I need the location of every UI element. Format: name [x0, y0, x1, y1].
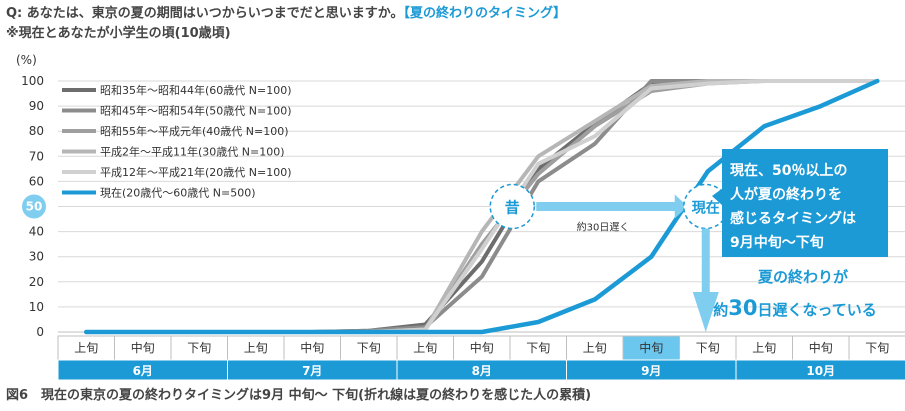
- x-sub-cell: [283, 335, 341, 361]
- legend-entry: 昭和45年～昭和54年(50歳代 N=100): [100, 104, 292, 118]
- down-arrow-shaft: [701, 228, 710, 292]
- delay-text-prefix: 約: [713, 301, 728, 319]
- legend-entry: 昭和35年～昭和44年(60歳代 N=100): [100, 83, 292, 97]
- legend-entry: 平成12年～平成21年(20歳代 N=100): [100, 165, 292, 179]
- delay-arrow-label: 約30日遅く: [577, 221, 630, 234]
- month-label: 8月: [472, 364, 492, 378]
- x-tick-label: 下旬: [357, 341, 381, 355]
- y-tick-label: 40: [29, 225, 44, 239]
- question-tag: 【夏の終わりのタイミング】: [403, 6, 567, 21]
- x-tick-label: 中旬: [470, 340, 494, 355]
- x-tick-label: 下旬: [526, 341, 550, 355]
- line-chart: 0 10 20 30 40 50 60 70 80 90 100 (%) 昭和35年～昭和44年(6…: [16, 53, 905, 381]
- x-sub-cell: [848, 335, 905, 361]
- y-tick-label: 50: [26, 200, 43, 214]
- y-tick-label: 30: [29, 250, 44, 264]
- note-line: ※現在とあなたが小学生の頃(10歳頃): [6, 26, 231, 41]
- question-text: Q: あなたは、東京の夏の期間はいつからいつまでだと思いますか。: [6, 6, 404, 21]
- x-sub-cell: [509, 335, 567, 361]
- legend-entry: 昭和55年～平成元年(40歳代 N=100): [100, 124, 289, 138]
- down-arrow-head: [692, 292, 719, 332]
- series-line: [84, 78, 880, 335]
- x-sub-cell: [340, 335, 398, 361]
- now-marker-label: 現在: [692, 200, 720, 217]
- delay-text-suffix: 日遅くなっている: [757, 301, 876, 319]
- y-tick-label: 60: [29, 174, 44, 188]
- x-axis: 上旬 中旬 下旬 上旬 中旬 下旬 上旬 中旬 下旬 上旬 中旬 下旬 上旬 中旬 下旬 6月 7月 8月 9月 10…: [57, 335, 905, 381]
- y-tick-label: 70: [29, 149, 44, 163]
- callout-text-line: 人が夏の終わりを: [730, 186, 842, 203]
- callout-pointer: [712, 188, 723, 206]
- y-tick-highlight: [22, 194, 46, 219]
- x-tick-label: 上旬: [74, 341, 98, 355]
- month-cell: [735, 359, 905, 381]
- month-label: 6月: [133, 364, 153, 378]
- x-tick-label: 中旬: [639, 340, 663, 355]
- series-lines: [84, 78, 880, 335]
- legend: 昭和35年～昭和44年(60歳代 N=100) 昭和45年～昭和54年(50歳代 …: [62, 83, 292, 200]
- delay-text-number: 30: [728, 296, 757, 320]
- x-sub-cell: [227, 335, 285, 361]
- y-axis: 0 10 20 30 40 50 60 70 80 90 100: [21, 74, 46, 339]
- x-tick-label: 下旬: [696, 341, 720, 355]
- delay-text-line1: 夏の終わりが: [757, 268, 849, 286]
- month-label: 7月: [302, 364, 322, 378]
- legend-entry: 現在(20歳代～60歳代 N=500): [100, 187, 256, 200]
- month-label: 9月: [641, 364, 661, 378]
- x-tick-label: 中旬: [809, 340, 833, 355]
- y-tick-label: 0: [36, 325, 44, 339]
- x-sub-cell: [114, 335, 172, 361]
- callout-box: [722, 149, 888, 257]
- past-marker-circle: [489, 183, 535, 230]
- legend-entry: 平成2年～平成11年(30歳代 N=100): [100, 145, 285, 159]
- callout-text-line: 現在、50％以上の: [730, 162, 847, 179]
- y-tick-label: 10: [29, 300, 44, 314]
- month-label: 10月: [806, 364, 835, 378]
- x-tick-label: 上旬: [413, 341, 437, 355]
- y-axis-label: (%): [16, 53, 37, 67]
- delay-arrow-head: [674, 194, 688, 219]
- past-marker-label: 昔: [505, 199, 520, 217]
- x-tick-label: 上旬: [752, 341, 776, 355]
- delay-text-line2: 約30日遅くなっている: [713, 296, 877, 320]
- y-tick-label: 20: [29, 275, 44, 289]
- y-tick-label: 90: [29, 99, 44, 113]
- callout-text-line: 感じるタイミングは: [730, 210, 856, 227]
- chart-header: Q: あなたは、東京の夏の期間はいつからいつまでだと思いますか。【夏の終わりのタ…: [6, 4, 566, 44]
- x-tick-label: 下旬: [187, 341, 211, 355]
- y-tick-label: 80: [29, 124, 44, 138]
- x-tick-label: 上旬: [244, 341, 268, 355]
- x-tick-label: 中旬: [131, 340, 155, 355]
- y-tick-label: 100: [21, 74, 44, 88]
- x-tick-label: 上旬: [583, 341, 607, 355]
- question-line: Q: あなたは、東京の夏の期間はいつからいつまでだと思いますか。【夏の終わりのタ…: [6, 4, 566, 24]
- x-sub-cell: [566, 335, 624, 361]
- callout-text-line: 9月中旬～下旬: [730, 234, 824, 251]
- x-tick-label: 下旬: [865, 341, 889, 355]
- figure-caption: 図6 現在の東京の夏の終わりタイミングは9月 中旬～ 下旬(折れ線は夏の終わりを…: [6, 388, 592, 403]
- x-tick-label: 中旬: [300, 340, 324, 355]
